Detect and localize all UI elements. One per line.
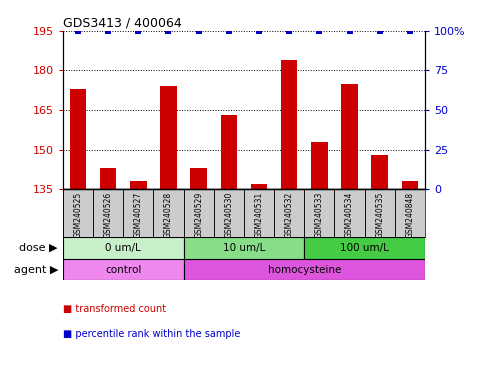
Bar: [184, 237, 304, 259]
Text: GSM240533: GSM240533: [315, 192, 324, 238]
Text: GSM240848: GSM240848: [405, 192, 414, 238]
Bar: [334, 189, 365, 237]
Point: [315, 28, 323, 34]
Point: [134, 28, 142, 34]
Bar: [100, 168, 116, 189]
Bar: [402, 181, 418, 189]
Text: GSM240527: GSM240527: [134, 192, 143, 238]
Bar: [304, 237, 425, 259]
Text: GSM240531: GSM240531: [255, 192, 264, 238]
Text: ■ percentile rank within the sample: ■ percentile rank within the sample: [63, 329, 240, 339]
Text: GSM240528: GSM240528: [164, 192, 173, 238]
Text: GSM240534: GSM240534: [345, 192, 354, 238]
Text: 10 um/L: 10 um/L: [223, 243, 265, 253]
Bar: [154, 189, 184, 237]
Bar: [274, 189, 304, 237]
Bar: [221, 115, 237, 189]
Bar: [251, 184, 267, 189]
Bar: [365, 189, 395, 237]
Bar: [341, 84, 358, 189]
Text: agent ▶: agent ▶: [14, 265, 58, 275]
Text: GSM240535: GSM240535: [375, 192, 384, 238]
Bar: [63, 237, 184, 259]
Bar: [311, 142, 327, 189]
Text: 100 um/L: 100 um/L: [340, 243, 389, 253]
Text: GSM240526: GSM240526: [103, 192, 113, 238]
Point: [195, 28, 202, 34]
Point: [376, 28, 384, 34]
Text: GSM240529: GSM240529: [194, 192, 203, 238]
Point: [346, 28, 354, 34]
Point: [104, 28, 112, 34]
Text: GSM240525: GSM240525: [73, 192, 83, 238]
Text: GSM240530: GSM240530: [224, 192, 233, 238]
Bar: [63, 189, 93, 237]
Bar: [190, 168, 207, 189]
Text: dose ▶: dose ▶: [19, 243, 58, 253]
Bar: [304, 189, 334, 237]
Point: [165, 28, 172, 34]
Bar: [123, 189, 154, 237]
Text: ■ transformed count: ■ transformed count: [63, 304, 166, 314]
Bar: [281, 60, 298, 189]
Bar: [395, 189, 425, 237]
Text: GDS3413 / 400064: GDS3413 / 400064: [63, 17, 182, 30]
Point: [225, 28, 233, 34]
Text: 0 um/L: 0 um/L: [105, 243, 141, 253]
Point: [285, 28, 293, 34]
Bar: [213, 189, 244, 237]
Bar: [244, 189, 274, 237]
Point: [406, 28, 414, 34]
Bar: [70, 89, 86, 189]
Text: control: control: [105, 265, 142, 275]
Bar: [371, 155, 388, 189]
Bar: [160, 86, 177, 189]
Bar: [184, 189, 213, 237]
Point: [74, 28, 82, 34]
Bar: [93, 189, 123, 237]
Point: [255, 28, 263, 34]
Text: GSM240532: GSM240532: [284, 192, 294, 238]
Text: homocysteine: homocysteine: [268, 265, 341, 275]
Bar: [130, 181, 146, 189]
Bar: [184, 259, 425, 280]
Bar: [63, 259, 184, 280]
